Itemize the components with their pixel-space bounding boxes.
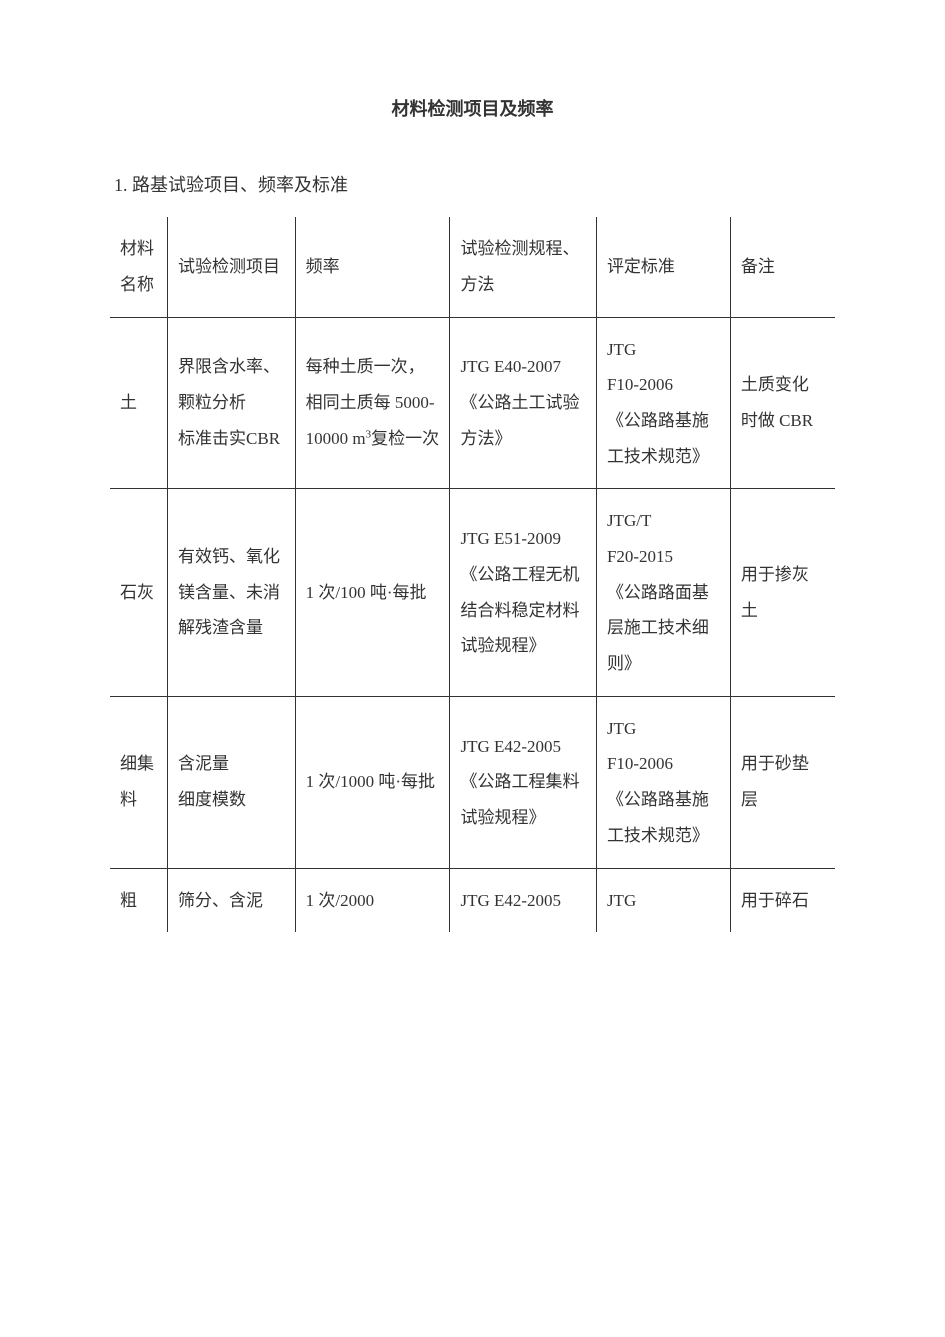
section-title: 1. 路基试验项目、频率及标准 <box>110 166 835 206</box>
col-header-standard: 评定标准 <box>596 217 730 317</box>
col-header-frequency: 频率 <box>295 217 450 317</box>
cell-frequency: 1 次/100 吨·每批 <box>295 489 450 696</box>
table-row: 粗 筛分、含泥 1 次/2000 JTG E42-2005 JTG 用于碎石 <box>110 868 835 932</box>
cell-test-items: 有效钙、氧化镁含量、未消解残渣含量 <box>168 489 296 696</box>
cell-test-items: 含泥量细度模数 <box>168 696 296 868</box>
table-row: 石灰 有效钙、氧化镁含量、未消解残渣含量 1 次/100 吨·每批 JTG E5… <box>110 489 835 696</box>
cell-standard: JTG/TF20-2015《公路路面基层施工技术细则》 <box>596 489 730 696</box>
cell-method: JTG E40-2007《公路土工试验方法》 <box>450 317 596 489</box>
cell-remark: 用于掺灰土 <box>730 489 835 696</box>
document-title: 材料检测项目及频率 <box>110 90 835 130</box>
col-header-material: 材料名称 <box>110 217 168 317</box>
table-row: 细集料 含泥量细度模数 1 次/1000 吨·每批 JTG E42-2005《公… <box>110 696 835 868</box>
cell-remark: 土质变化时做 CBR <box>730 317 835 489</box>
table-row: 土 界限含水率、颗粒分析标准击实CBR 每种土质一次，相同土质每 5000-10… <box>110 317 835 489</box>
cell-test-items: 筛分、含泥 <box>168 868 296 932</box>
cell-standard: JTG <box>596 868 730 932</box>
cell-frequency: 1 次/1000 吨·每批 <box>295 696 450 868</box>
cell-remark: 用于砂垫层 <box>730 696 835 868</box>
cell-material: 石灰 <box>110 489 168 696</box>
col-header-test-items: 试验检测项目 <box>168 217 296 317</box>
col-header-method: 试验检测规程、方法 <box>450 217 596 317</box>
materials-table: 材料名称 试验检测项目 频率 试验检测规程、方法 评定标准 备注 土 界限含水率… <box>110 217 835 932</box>
cell-frequency: 每种土质一次，相同土质每 5000-10000 m3复检一次 <box>295 317 450 489</box>
cell-material: 粗 <box>110 868 168 932</box>
cell-material: 土 <box>110 317 168 489</box>
col-header-remark: 备注 <box>730 217 835 317</box>
cell-standard: JTGF10-2006《公路路基施工技术规范》 <box>596 696 730 868</box>
cell-test-items: 界限含水率、颗粒分析标准击实CBR <box>168 317 296 489</box>
cell-method: JTG E51-2009《公路工程无机结合料稳定材料试验规程》 <box>450 489 596 696</box>
cell-method: JTG E42-2005 <box>450 868 596 932</box>
cell-standard: JTGF10-2006《公路路基施工技术规范》 <box>596 317 730 489</box>
cell-remark: 用于碎石 <box>730 868 835 932</box>
table-header-row: 材料名称 试验检测项目 频率 试验检测规程、方法 评定标准 备注 <box>110 217 835 317</box>
cell-frequency: 1 次/2000 <box>295 868 450 932</box>
cell-material: 细集料 <box>110 696 168 868</box>
cell-method: JTG E42-2005《公路工程集料试验规程》 <box>450 696 596 868</box>
